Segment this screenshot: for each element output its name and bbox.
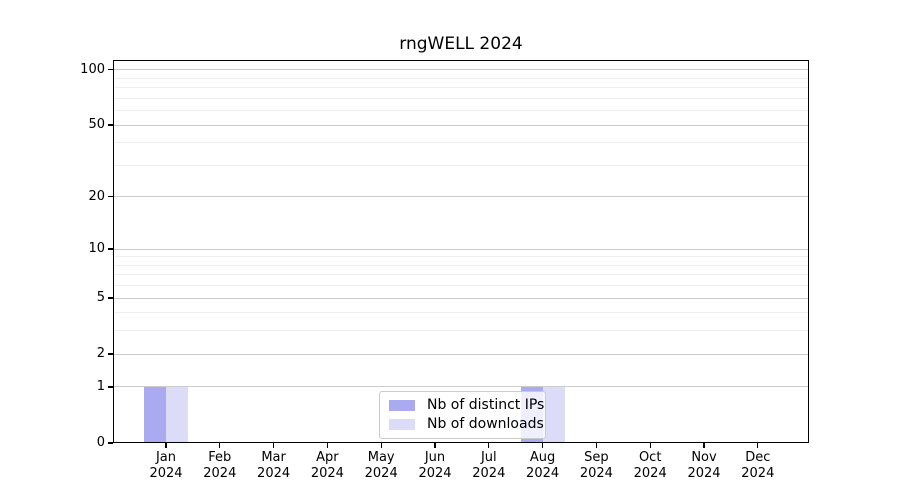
x-tick-label-month: Jan — [155, 450, 177, 465]
x-tick-label: Apr 2024 — [292, 450, 362, 482]
x-tick-label-month: Feb — [208, 450, 232, 465]
y-tick-label: 50 — [88, 117, 105, 133]
x-axis-tick — [272, 443, 275, 448]
x-tick-label-month: Aug — [529, 450, 556, 465]
major-gridline — [113, 196, 809, 198]
bar-distinct-ips — [144, 386, 166, 443]
x-axis-tick — [488, 443, 490, 448]
y-tick-label: 100 — [80, 61, 105, 77]
y-axis-tick — [108, 196, 113, 198]
x-tick-label-year: 2024 — [257, 466, 291, 481]
y-tick-label: 5 — [96, 290, 105, 306]
x-tick-label-month: Sep — [584, 450, 609, 465]
minor-gridline — [113, 285, 809, 287]
bar-downloads — [166, 386, 188, 443]
minor-gridline — [113, 256, 809, 258]
x-axis-tick — [541, 443, 544, 448]
x-tick-label-year: 2024 — [633, 466, 667, 481]
x-tick-label: Jun 2024 — [400, 450, 470, 482]
x-tick-label-year: 2024 — [579, 466, 613, 481]
y-tick-label: 1 — [96, 378, 105, 394]
x-tick-label-year: 2024 — [472, 466, 506, 481]
x-tick-label: Mar 2024 — [239, 450, 309, 482]
x-tick-label-year: 2024 — [364, 466, 398, 481]
y-axis-tick — [108, 69, 113, 71]
x-tick-label-year: 2024 — [418, 466, 452, 481]
x-tick-label-month: Apr — [316, 450, 339, 465]
x-tick-label-year: 2024 — [203, 466, 237, 481]
x-tick-label-year: 2024 — [687, 466, 721, 481]
x-tick-label-month: Jul — [480, 450, 497, 465]
y-axis-tick — [108, 297, 113, 299]
x-tick-label-month: Nov — [691, 450, 717, 465]
legend-item: Nb of downloads — [389, 416, 544, 433]
plot-area — [113, 60, 809, 443]
x-tick-label: May 2024 — [346, 450, 416, 482]
x-tick-label-year: 2024 — [526, 466, 560, 481]
y-axis-tick — [108, 248, 113, 250]
x-tick-label-month: Mar — [261, 450, 286, 465]
minor-gridline — [113, 264, 809, 266]
minor-gridline — [113, 97, 809, 99]
chart-title: rngWELL 2024 — [399, 34, 523, 54]
x-tick-label-month: May — [367, 450, 395, 465]
x-axis-tick — [165, 443, 167, 448]
major-gridline — [113, 69, 809, 71]
legend-label: Nb of downloads — [427, 416, 544, 432]
x-tick-label: Feb 2024 — [185, 450, 255, 482]
y-tick-label: 0 — [96, 435, 105, 450]
major-gridline — [113, 386, 809, 388]
x-tick-label: Oct 2024 — [615, 450, 685, 482]
minor-gridline — [113, 87, 809, 89]
x-tick-label-month: Jun — [424, 450, 446, 465]
x-axis-tick — [434, 443, 436, 448]
x-axis-tick — [703, 443, 705, 448]
legend-swatch — [389, 419, 415, 430]
minor-gridline — [113, 312, 809, 314]
y-tick-label: 10 — [88, 241, 105, 257]
x-tick-label-year: 2024 — [741, 466, 775, 481]
x-tick-label-month: Oct — [638, 450, 662, 465]
x-tick-label: Sep 2024 — [561, 450, 631, 482]
y-tick-label: 20 — [88, 188, 105, 204]
legend-swatch — [389, 400, 415, 411]
x-tick-label-month: Dec — [745, 450, 771, 465]
x-axis-tick — [649, 443, 651, 448]
y-axis-tick — [108, 386, 113, 388]
major-gridline — [113, 124, 809, 126]
bar-downloads — [542, 386, 565, 443]
x-axis-tick — [380, 443, 382, 448]
x-axis-tick — [219, 443, 221, 448]
minor-gridline — [113, 77, 809, 79]
x-tick-label-year: 2024 — [310, 466, 344, 481]
chart-legend: Nb of distinct IPs Nb of downloads — [379, 391, 546, 439]
x-axis-tick — [326, 443, 329, 448]
x-axis-tick — [757, 443, 759, 448]
major-gridline — [113, 248, 809, 250]
major-gridline — [113, 353, 809, 355]
legend-label: Nb of distinct IPs — [427, 397, 545, 413]
x-tick-label: Dec 2024 — [723, 450, 793, 482]
x-tick-label: Aug 2024 — [508, 450, 578, 482]
legend-item: Nb of distinct IPs — [389, 397, 544, 414]
minor-gridline — [113, 330, 809, 332]
minor-gridline — [113, 142, 809, 144]
y-tick-label: 2 — [96, 346, 105, 362]
x-axis-tick — [595, 443, 598, 448]
minor-gridline — [113, 164, 809, 166]
x-tick-label: Jul 2024 — [454, 450, 524, 482]
minor-gridline — [113, 110, 809, 112]
x-tick-label: Nov 2024 — [669, 450, 739, 482]
x-tick-label: Jan 2024 — [131, 450, 201, 482]
y-axis-tick — [108, 442, 113, 444]
y-axis-tick — [108, 124, 113, 126]
y-axis-tick — [108, 353, 113, 355]
x-tick-label-year: 2024 — [149, 466, 183, 481]
major-gridline — [113, 297, 809, 299]
minor-gridline — [113, 274, 809, 276]
